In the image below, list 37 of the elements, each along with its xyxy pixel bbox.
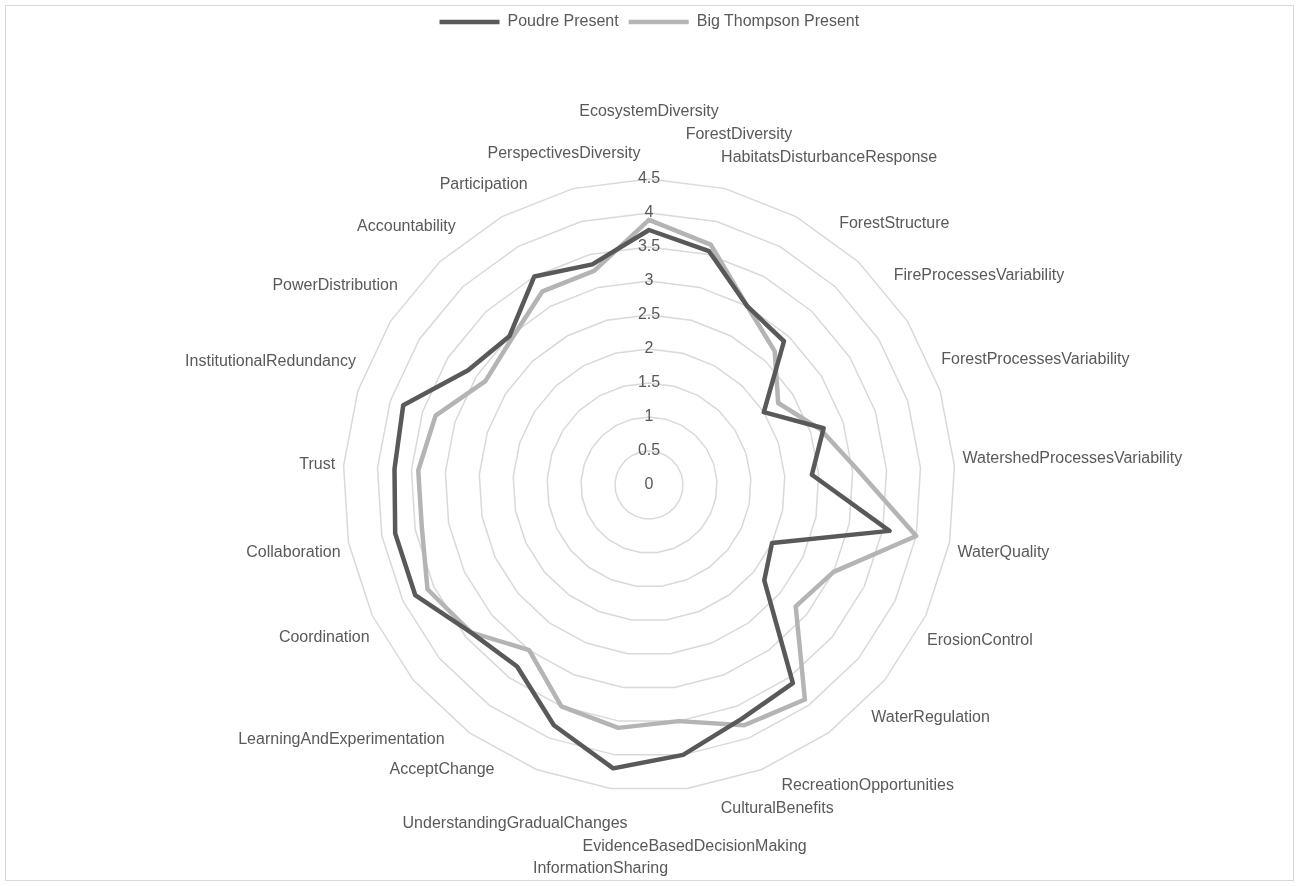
spoke-label: Coordination [278,628,370,646]
y-tick-label: 0 [644,475,654,493]
y-tick-label: 2 [644,339,654,357]
spoke-label: HabitatsDisturbanceResponse [721,147,938,165]
spoke-label: RecreationOpportunities [781,776,954,794]
spoke-label: Collaboration [246,543,341,561]
spoke-label: LearningAndExperimentation [238,729,445,747]
y-tick-label: 1 [644,407,654,425]
spoke-label: CulturalBenefits [720,799,834,817]
spoke-label: ForestDiversity [685,124,793,142]
y-tick-label: 1.5 [637,373,661,391]
y-tick-label: 3.5 [637,237,661,255]
spoke-label: ErosionControl [926,631,1033,649]
spoke-label: WaterRegulation [871,708,990,726]
y-tick-label: 3 [644,271,654,289]
y-tick-label: 0.5 [637,441,661,459]
spoke-label: AcceptChange [389,760,495,778]
spoke-label: EcosystemDiversity [579,102,719,120]
y-tick-label: 4 [644,203,654,221]
spoke-label: UnderstandingGradualChanges [402,813,628,831]
spoke-label: PowerDistribution [272,276,398,294]
legend-label: Poudre Present [507,12,620,30]
spoke-label: PerspectivesDiversity [487,144,641,162]
spoke-label: FireProcessesVariability [893,266,1065,284]
y-tick-label: 4.5 [637,169,661,187]
spoke-label: ForestProcessesVariability [941,349,1130,367]
spoke-label: Accountability [357,217,456,235]
spoke-label: Trust [299,454,336,472]
spoke-label: EvidenceBasedDecisionMaking [582,836,807,854]
spoke-label: ForestStructure [839,214,950,232]
spoke-label: WatershedProcessesVariability [962,448,1183,466]
spoke-label: WaterQuality [957,543,1050,561]
legend-label: Big Thompson Present [696,12,860,30]
y-tick-label: 2.5 [637,305,661,323]
spoke-label: InformationSharing [532,858,669,876]
spoke-label: InstitutionalRedundancy [185,352,356,370]
spoke-label: Participation [439,174,528,192]
